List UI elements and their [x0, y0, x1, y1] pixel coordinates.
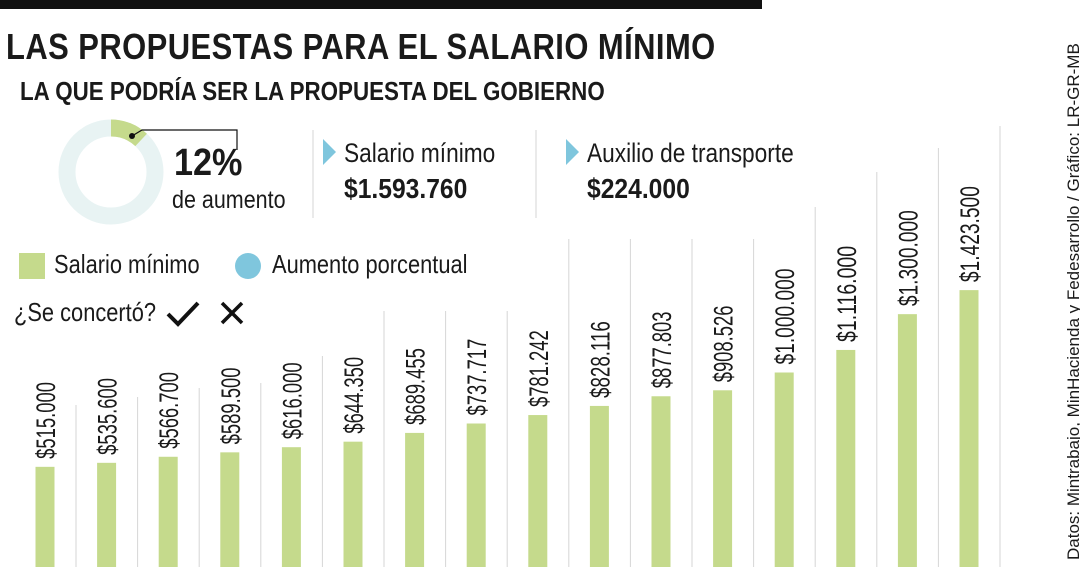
bar — [405, 432, 425, 567]
bar — [528, 415, 548, 567]
x-icon — [220, 301, 244, 325]
legend-agreed-question: ¿Se concertó? — [14, 297, 157, 327]
bar — [897, 314, 917, 567]
bar-value-label: $589.500 — [216, 368, 246, 445]
bar-value-label: $781.242 — [524, 330, 554, 407]
bar-value-label: $1.000.000 — [770, 269, 800, 365]
chart-title: LAS PROPUESTAS PARA EL SALARIO MÍNIMO — [6, 26, 716, 67]
bar — [836, 349, 856, 567]
bar — [466, 423, 486, 567]
bar — [713, 390, 733, 567]
bar-value-label: $644.350 — [339, 357, 369, 434]
bar-value-label: $1.300.000 — [893, 210, 923, 306]
bar — [220, 452, 240, 567]
legend-salary-swatch — [19, 253, 45, 279]
bar-value-label: $1.423.500 — [955, 186, 985, 282]
transport-marker-icon — [566, 139, 579, 165]
salary-value: $1.593.760 — [344, 173, 468, 204]
bar — [959, 290, 979, 567]
bar — [774, 372, 794, 567]
bar-value-label: $877.803 — [647, 311, 677, 388]
bar — [158, 456, 178, 567]
bar — [35, 466, 55, 567]
bar-value-label: $737.717 — [462, 339, 492, 416]
top-rule — [0, 0, 762, 9]
bar — [589, 405, 609, 567]
bar-value-label: $689.455 — [401, 348, 431, 425]
bar-value-label: $515.000 — [31, 382, 61, 459]
bar — [97, 462, 117, 567]
bar-value-label: $908.526 — [709, 305, 739, 382]
bar-value-label: $828.116 — [585, 321, 615, 398]
bar-value-label: $1.116.000 — [832, 246, 862, 342]
donut-ring — [58, 119, 164, 225]
donut-leader — [131, 129, 238, 150]
transport-value: $224.000 — [587, 173, 690, 204]
source-credit: Datos: Mintrabajo, MinHacienda y Fedesar… — [1064, 43, 1080, 560]
legend-percent-swatch — [235, 253, 261, 279]
donut-segment — [110, 119, 147, 147]
transport-label: Auxilio de transporte — [587, 138, 794, 168]
donut-leader-dot — [129, 133, 135, 139]
salary-label: Salario mínimo — [344, 138, 496, 168]
legend-salary-label: Salario mínimo — [54, 249, 200, 279]
bar — [343, 441, 363, 567]
bar — [281, 447, 301, 567]
check-icon — [166, 301, 200, 327]
bar-value-label: $616.000 — [277, 362, 307, 439]
bar-value-label: $566.700 — [154, 372, 184, 449]
bar-value-label: $535.600 — [93, 378, 123, 455]
legend-percent-label: Aumento porcentual — [272, 249, 468, 279]
chart-subtitle: LA QUE PODRÍA SER LA PROPUESTA DEL GOBIE… — [20, 76, 605, 106]
percent-label: de aumento — [172, 186, 286, 214]
percent-value: 12% — [174, 142, 243, 184]
bar — [651, 396, 671, 567]
salary-marker-icon — [323, 139, 336, 165]
